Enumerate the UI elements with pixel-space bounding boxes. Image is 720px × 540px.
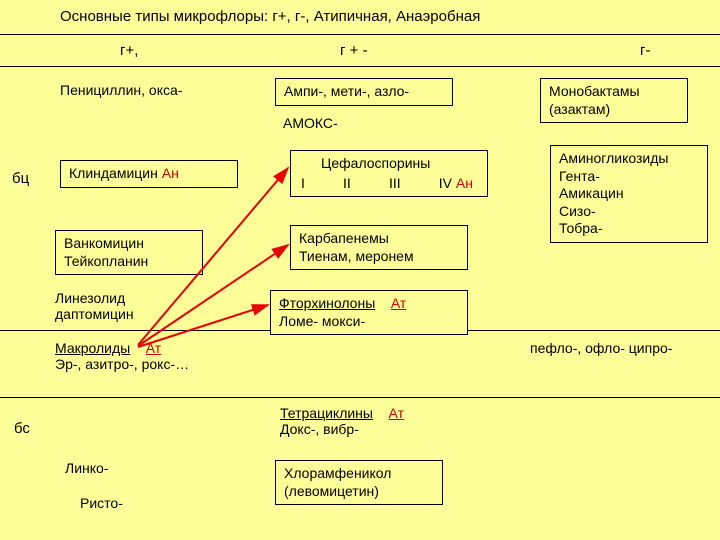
hline-2 [0,66,720,67]
col2-tetracyclines: Тетрациклины Ат Докс-, вибр- [280,405,404,437]
ceph-gen-2: II [343,175,351,193]
ceph-gen-3: III [389,175,401,193]
col2-fluoroquinolones: Фторхинолоны Ат Ломе- мокси- [270,290,468,335]
col1-linezolid: Линезолид даптомицин [55,290,134,322]
tetra-label: Тетрациклины [280,405,373,421]
col3-monobactams: Монобактамы (азактам) [540,78,688,123]
col1-macrolides: Макролиды Ат Эр-, азитро-, рокс-… [55,340,189,372]
hline-4 [0,397,720,398]
col2-amox: АМОКС- [283,115,338,131]
label-bc: бц [12,170,29,187]
ceph-gen-4-tag: Ан [456,175,473,191]
page-title: Основные типы микрофлоры: г+, г-, Атипич… [60,8,480,25]
col3-fq-right: пефло-, офло- ципро- [530,340,672,356]
hline-1 [0,34,720,35]
fq-tag: Ат [391,295,406,311]
ceph-gen-1: I [301,175,305,193]
col2-carbapenems: Карбапенемы Тиенам, меронем [290,225,468,270]
header-col1: г+, [120,42,138,59]
fq-label: Фторхинолоны [279,295,375,311]
clinda-label: Клиндамицин [69,165,158,181]
col1-vanco: Ванкомицин Тейкопланин [55,230,203,275]
clinda-tag: Ан [162,165,179,181]
col1-penicillin: Пенициллин, окса- [60,82,220,98]
col2-chloramphenicol: Хлорамфеникол (левомицетин) [275,460,443,505]
col2-ampi: Ампи-, мети-, азло- [275,78,453,106]
macrolides-label: Макролиды [55,340,130,356]
header-col3: г- [640,42,650,59]
diagram-stage: Основные типы микрофлоры: г+, г-, Атипич… [0,0,720,540]
label-bs: бс [14,420,30,437]
ceph-title: Цефалоспорины [299,155,479,173]
ceph-gen-4-wrap: IV Ан [439,175,473,193]
macrolides-sub: Эр-, азитро-, рокс-… [55,356,189,372]
macrolides-tag: Ат [146,340,161,356]
tetra-sub: Докс-, вибр- [280,421,404,437]
header-col2: г + - [340,42,368,59]
col3-aminoglycosides: Аминогликозиды Гента- Амикацин Сизо- Тоб… [550,145,708,243]
col1-clindamycin: Клиндамицин Ан [60,160,238,188]
fq-sub: Ломе- мокси- [279,313,459,331]
col1-linko: Линко- [65,460,108,476]
tetra-tag: Ат [389,405,404,421]
col1-risto: Ристо- [80,495,123,511]
ceph-gen-4: IV [439,175,452,191]
col2-cephalosporins: Цефалоспорины I II III IV Ан [290,150,488,197]
